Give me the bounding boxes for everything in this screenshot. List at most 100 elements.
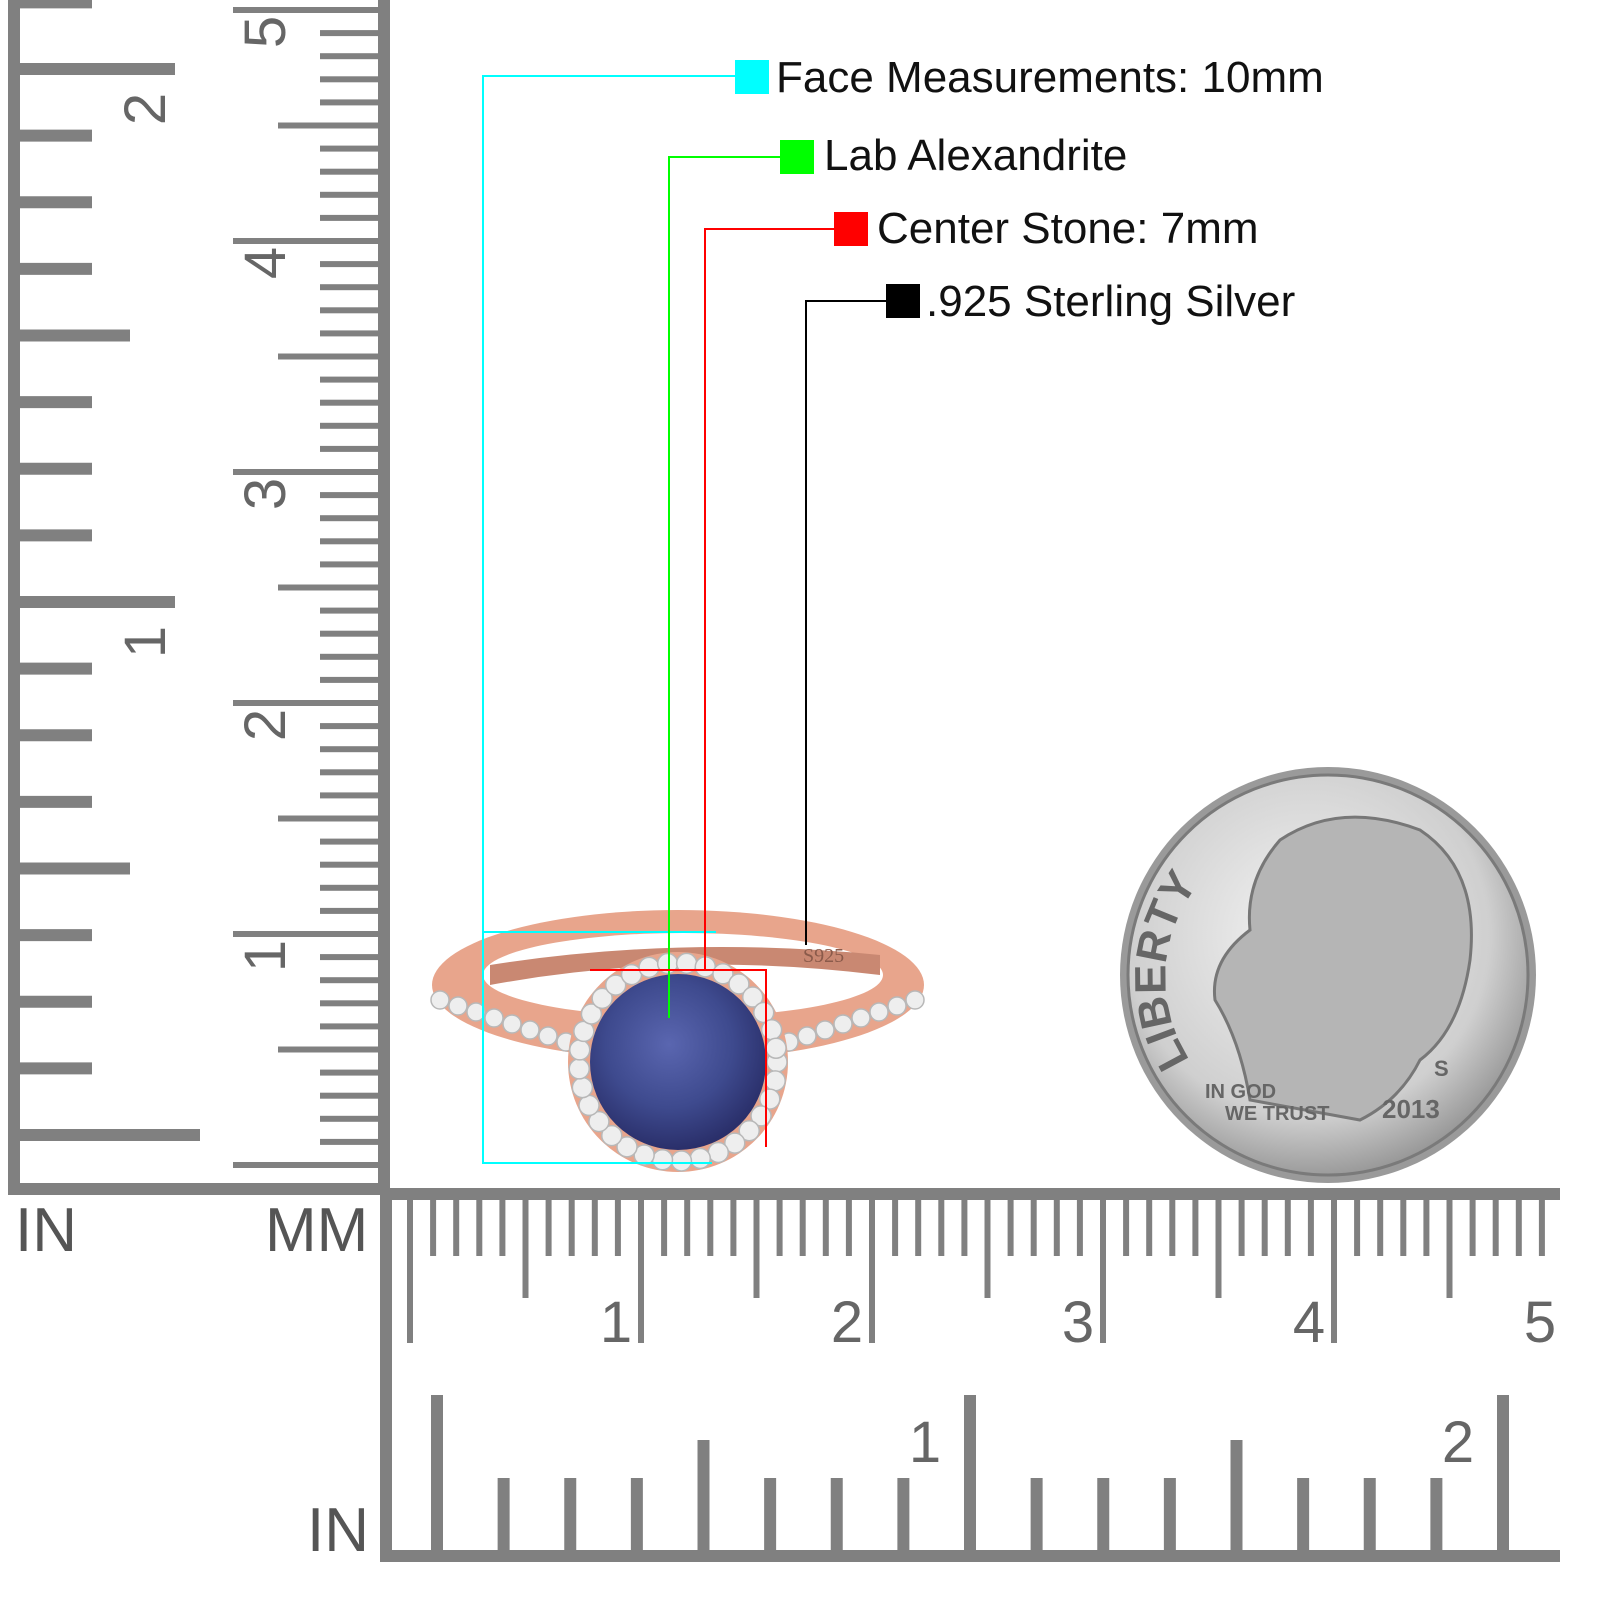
- mm-tick: [984, 1198, 991, 1298]
- accent-stone: [502, 1014, 522, 1034]
- accent-stone: [724, 1132, 746, 1154]
- inch-tick: [20, 396, 92, 409]
- inch-tick: [1497, 1395, 1509, 1550]
- inch-tick: [897, 1478, 910, 1550]
- coin-portrait: [1212, 815, 1473, 1122]
- mm-tick: [320, 515, 378, 522]
- mm-tick: [320, 1000, 378, 1007]
- mm-tick: [320, 1069, 378, 1076]
- mm-tick: [320, 30, 378, 37]
- mm-tick: [938, 1198, 945, 1256]
- mm-tick: [869, 1198, 875, 1343]
- cm-label: 5: [1524, 1290, 1556, 1355]
- inch-tick: [564, 1478, 577, 1550]
- mm-tick: [320, 769, 378, 776]
- accent-stone: [797, 1026, 817, 1046]
- center-stone: [590, 974, 766, 1150]
- mm-tick: [591, 1198, 598, 1256]
- face-measurement-line: [482, 75, 735, 1164]
- accent-stone: [568, 1039, 591, 1061]
- cm-label: 2: [233, 709, 298, 741]
- mm-tick: [545, 1198, 552, 1256]
- mm-tick: [753, 1198, 760, 1298]
- mm-tick: [430, 1198, 437, 1256]
- mm-tick: [233, 700, 378, 706]
- accent-stone: [448, 996, 468, 1016]
- metal-line: [805, 300, 886, 945]
- accent-stone: [759, 1088, 781, 1110]
- center-stone-line: [704, 228, 834, 970]
- mm-tick: [499, 1198, 506, 1256]
- cm-label: 2: [831, 1290, 863, 1355]
- mm-tick: [320, 422, 378, 429]
- mm-tick: [1492, 1198, 1499, 1256]
- mm-tick: [1169, 1198, 1176, 1256]
- mm-tick: [1423, 1198, 1430, 1256]
- inch-tick: [20, 795, 92, 808]
- accent-stone: [887, 996, 907, 1016]
- ring-image: S925: [430, 910, 925, 1172]
- accent-stone: [670, 1150, 693, 1172]
- mm-tick: [278, 1046, 378, 1053]
- mm-tick: [320, 607, 378, 614]
- mm-tick: [614, 1198, 621, 1256]
- inch-label: 2: [1442, 1410, 1474, 1475]
- accent-stone: [712, 963, 734, 985]
- mm-tick: [320, 861, 378, 868]
- inch-tick: [20, 596, 175, 608]
- inch-tick: [20, 462, 92, 475]
- mm-tick: [1538, 1198, 1545, 1256]
- mm-tick: [1377, 1198, 1384, 1256]
- accent-stone: [571, 1076, 594, 1099]
- mm-tick: [320, 376, 378, 383]
- accent-stone: [484, 1008, 504, 1028]
- mm-tick: [320, 307, 378, 314]
- mm-tick: [320, 76, 378, 83]
- inch-tick: [20, 262, 92, 275]
- mm-tick: [233, 931, 378, 937]
- horizontal-ruler-left-edge: [380, 1188, 392, 1560]
- mm-tick: [1469, 1198, 1476, 1256]
- accent-stone: [633, 1144, 655, 1166]
- mm-tick: [407, 1198, 413, 1343]
- cm-label: 3: [1062, 1290, 1094, 1355]
- mm-tick: [278, 584, 378, 591]
- mm-tick: [661, 1198, 668, 1256]
- mm-tick: [1007, 1198, 1014, 1256]
- mm-tick: [278, 815, 378, 822]
- inch-tick: [20, 995, 92, 1008]
- inch-tick: [1297, 1478, 1310, 1550]
- dime-coin: LIBERTY IN GOD WE TRUST S 2013: [1120, 767, 1536, 1183]
- mm-tick: [320, 145, 378, 152]
- mm-tick: [233, 7, 378, 13]
- mm-tick: [320, 214, 378, 221]
- mm-tick: [822, 1198, 829, 1256]
- mm-tick: [1192, 1198, 1199, 1256]
- mm-tick: [1053, 1198, 1060, 1256]
- mm-tick: [320, 838, 378, 845]
- horizontal-ruler-bottom-edge: [380, 1550, 1560, 1562]
- accent-stone: [538, 1026, 558, 1046]
- cm-label: 4: [1293, 1290, 1325, 1355]
- inch-tick: [1230, 1440, 1243, 1550]
- inch-tick: [20, 63, 175, 75]
- mm-tick: [320, 492, 378, 499]
- mm-tick: [320, 653, 378, 660]
- inch-tick: [20, 129, 92, 142]
- coin-motto-2: WE TRUST: [1225, 1103, 1329, 1125]
- inch-tick: [1163, 1478, 1176, 1550]
- mm-tick: [320, 1092, 378, 1099]
- mm-tick: [1331, 1198, 1337, 1343]
- inch-tick: [20, 929, 92, 942]
- cm-label: 4: [233, 247, 298, 279]
- mm-tick: [915, 1198, 922, 1256]
- mm-tick: [320, 284, 378, 291]
- accent-stone: [869, 1002, 889, 1022]
- mm-tick: [707, 1198, 714, 1256]
- metal-swatch: [886, 284, 920, 318]
- face-measurement-swatch: [735, 60, 769, 94]
- accent-stone: [568, 1058, 590, 1080]
- inch-tick: [20, 862, 130, 875]
